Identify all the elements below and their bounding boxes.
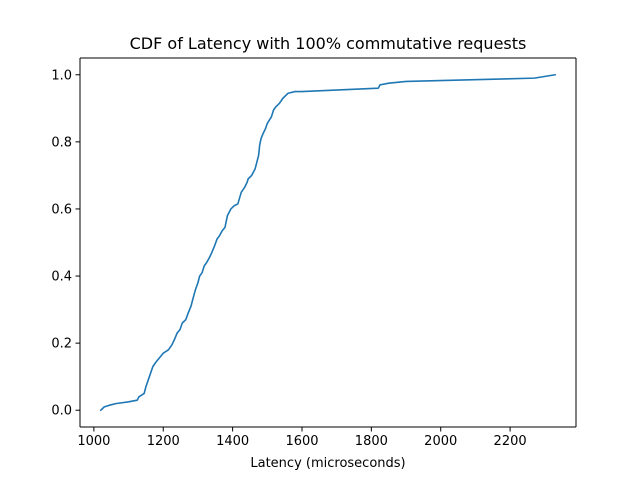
y-tick-label: 0.0 — [51, 404, 72, 419]
y-tick-label: 0.4 — [51, 270, 72, 285]
x-tick-label: 1200 — [147, 434, 180, 449]
x-tick-label: 1400 — [216, 434, 249, 449]
x-axis-label: Latency (microseconds) — [250, 456, 405, 471]
plot-area — [80, 58, 576, 427]
x-tick-label: 1000 — [77, 434, 110, 449]
axes-layer — [79, 57, 577, 428]
x-tick-label: 1600 — [285, 434, 318, 449]
x-tick-label: 2000 — [424, 434, 457, 449]
x-tick-label: 2200 — [494, 434, 527, 449]
y-tick-label: 1.0 — [51, 68, 72, 83]
y-tick-label: 0.6 — [51, 202, 72, 217]
curve-layer — [100, 73, 556, 412]
y-axis-ticks: 0.0 0.2 0.4 0.6 0.8 1.0 — [51, 68, 80, 419]
y-tick-label: 0.8 — [51, 135, 72, 150]
x-axis-ticks: 1000 1200 1400 1600 1800 2000 2200 — [77, 427, 527, 449]
chart-title: CDF of Latency with 100% commutative req… — [130, 34, 527, 53]
x-tick-label: 1800 — [355, 434, 388, 449]
series-line-0 — [100, 73, 556, 412]
y-tick-label: 0.2 — [51, 337, 72, 352]
